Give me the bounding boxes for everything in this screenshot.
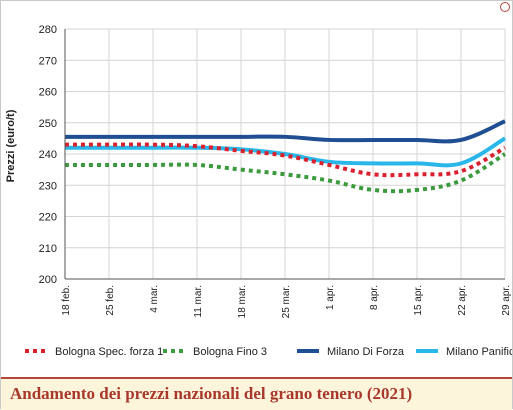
y-tick-label: 230 — [39, 180, 57, 192]
x-tick-label: 18 mar. — [237, 285, 248, 318]
y-tick-label: 210 — [39, 243, 57, 255]
axes: 200 210 220 230 240 250 260 270 280 18 feb. 25 feb… — [39, 24, 512, 318]
series-lines — [64, 119, 507, 194]
legend-label: Bologna Spec. forza 1 — [55, 346, 163, 358]
x-tick-label: 15 apr. — [413, 285, 424, 316]
y-tick-label: 250 — [39, 118, 57, 130]
x-tick-label: 25 feb. — [105, 285, 116, 316]
price-line-chart: 200 210 220 230 240 250 260 270 280 18 feb. 25 feb… — [5, 24, 512, 358]
series-line-bologna-fino-3 — [64, 152, 507, 194]
legend-label: Milano Panificabile — [446, 346, 512, 358]
series-line-milano-panificabile — [65, 136, 507, 168]
x-tick-label: 1 apr. — [325, 285, 336, 310]
y-tick-label: 240 — [39, 149, 57, 161]
caption-bar: Andamento dei prezzi nazionali del grano… — [1, 377, 512, 410]
y-tick-label: 270 — [39, 55, 57, 67]
series-line-milano-di-forza — [65, 119, 506, 144]
y-tick-label: 200 — [39, 274, 57, 286]
x-tick-label: 25 mar. — [281, 285, 292, 318]
x-tick-label: 4 mar. — [149, 285, 160, 313]
legend: Bologna Spec. forza 1 Bologna Fino 3 Milan… — [25, 346, 512, 358]
legend-label: Bologna Fino 3 — [193, 346, 267, 358]
series-line-bologna-spec-forza-1 — [64, 142, 506, 178]
corner-circle-icon — [500, 2, 510, 12]
x-tick-label: 11 mar. — [193, 285, 204, 318]
y-axis-label: Prezzi (euro/t) — [5, 109, 17, 182]
y-tick-label: 260 — [39, 87, 57, 99]
legend-label: Milano Di Forza — [327, 346, 405, 358]
x-tick-label: 18 feb. — [61, 285, 72, 316]
y-tick-label: 220 — [39, 212, 57, 224]
chart-caption: Andamento dei prezzi nazionali del grano… — [10, 384, 413, 403]
x-tick-label: 8 apr. — [369, 285, 380, 310]
y-tick-label: 280 — [39, 24, 57, 36]
x-tick-label: 29 apr. — [501, 285, 512, 316]
x-tick-label: 22 apr. — [457, 285, 468, 316]
